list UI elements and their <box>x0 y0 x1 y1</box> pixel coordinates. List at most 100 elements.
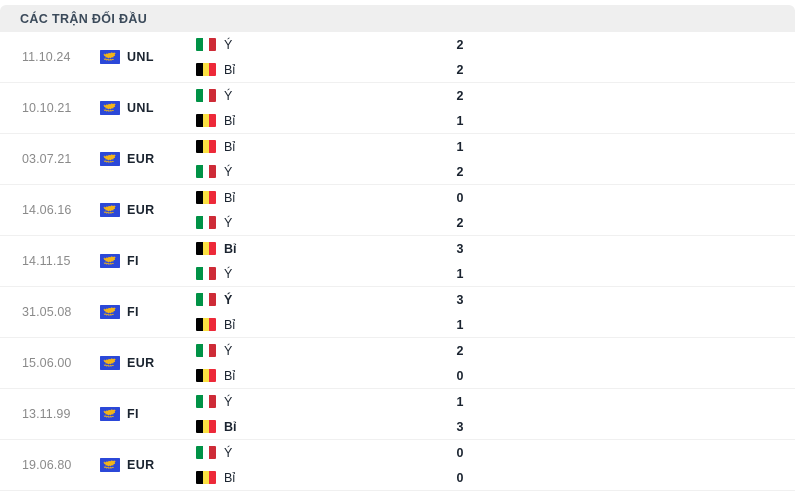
score-line: 3 <box>370 287 550 312</box>
team-name: Ý <box>224 88 233 103</box>
team-line: Ý <box>196 32 370 57</box>
match-date: 03.07.21 <box>22 152 72 166</box>
competition-cell[interactable]: UNL <box>100 83 185 133</box>
team-name: Bỉ <box>224 368 236 383</box>
team-line: Bỉ <box>196 236 370 261</box>
team-line: Bỉ <box>196 57 370 82</box>
uefa-globe-icon <box>100 152 120 166</box>
row-spacer <box>550 236 795 286</box>
competition-label: FI <box>127 254 139 268</box>
flag-italy-icon <box>196 293 216 306</box>
score-line: 0 <box>370 440 550 465</box>
match-row[interactable]: 19.06.80 EUR Ý Bỉ 0 0 <box>0 440 795 491</box>
teams-cell: Ý Bỉ <box>185 32 370 82</box>
score-value: 1 <box>456 394 464 409</box>
match-date-cell: 11.10.24 <box>0 32 100 82</box>
uefa-globe-icon <box>100 101 120 115</box>
teams-cell: Bỉ Ý <box>185 185 370 235</box>
score-line: 2 <box>370 57 550 82</box>
match-row[interactable]: 03.07.21 EUR Bỉ Ý 1 2 <box>0 134 795 185</box>
team-name: Bỉ <box>224 139 236 154</box>
match-row[interactable]: 31.05.08 FI Ý Bỉ 3 1 <box>0 287 795 338</box>
competition-cell[interactable]: UNL <box>100 32 185 82</box>
flag-belgium-icon <box>196 369 216 382</box>
score-value: 0 <box>456 445 464 460</box>
match-date: 14.11.15 <box>22 254 71 268</box>
score-value: 0 <box>456 190 464 205</box>
flag-italy-icon <box>196 165 216 178</box>
competition-cell[interactable]: EUR <box>100 185 185 235</box>
score-value: 2 <box>456 37 464 52</box>
row-spacer <box>550 32 795 82</box>
team-line: Bỉ <box>196 363 370 388</box>
team-name: Bỉ <box>224 419 237 434</box>
match-date: 31.05.08 <box>22 305 72 319</box>
uefa-globe-icon <box>100 407 120 421</box>
team-name: Bỉ <box>224 241 237 256</box>
team-name: Ý <box>224 266 233 281</box>
card-header: CÁC TRẬN ĐỐI ĐẦU <box>0 5 795 32</box>
team-line: Ý <box>196 440 370 465</box>
score-value: 1 <box>456 139 464 154</box>
match-row[interactable]: 15.06.00 EUR Ý Bỉ 2 0 <box>0 338 795 389</box>
competition-cell[interactable]: FI <box>100 287 185 337</box>
score-line: 2 <box>370 159 550 184</box>
match-date: 14.06.16 <box>22 203 72 217</box>
team-name: Ý <box>224 164 233 179</box>
competition-cell[interactable]: EUR <box>100 134 185 184</box>
score-line: 3 <box>370 236 550 261</box>
team-name: Bỉ <box>224 62 236 77</box>
score-value: 2 <box>456 215 464 230</box>
score-line: 1 <box>370 389 550 414</box>
team-line: Bỉ <box>196 465 370 490</box>
teams-cell: Ý Bỉ <box>185 338 370 388</box>
match-date-cell: 19.06.80 <box>0 440 100 490</box>
score-value: 1 <box>456 113 464 128</box>
team-name: Bỉ <box>224 470 236 485</box>
page-title: CÁC TRẬN ĐỐI ĐẦU <box>20 11 148 26</box>
team-name: Bỉ <box>224 317 236 332</box>
flag-belgium-icon <box>196 420 216 433</box>
match-date-cell: 14.11.15 <box>0 236 100 286</box>
match-row[interactable]: 11.10.24 UNL Ý Bỉ 2 2 <box>0 32 795 83</box>
uefa-globe-icon <box>100 50 120 64</box>
score-line: 0 <box>370 363 550 388</box>
team-line: Ý <box>196 338 370 363</box>
competition-cell[interactable]: FI <box>100 389 185 439</box>
teams-cell: Ý Bỉ <box>185 287 370 337</box>
score-line: 1 <box>370 312 550 337</box>
row-spacer <box>550 134 795 184</box>
score-line: 1 <box>370 261 550 286</box>
score-value: 2 <box>456 343 464 358</box>
flag-italy-icon <box>196 395 216 408</box>
row-spacer <box>550 338 795 388</box>
score-line: 0 <box>370 185 550 210</box>
flag-belgium-icon <box>196 63 216 76</box>
match-date-cell: 15.06.00 <box>0 338 100 388</box>
competition-label: UNL <box>127 50 154 64</box>
score-line: 2 <box>370 32 550 57</box>
match-date-cell: 13.11.99 <box>0 389 100 439</box>
competition-cell[interactable]: EUR <box>100 440 185 490</box>
score-value: 2 <box>456 164 464 179</box>
flag-italy-icon <box>196 38 216 51</box>
team-name: Bỉ <box>224 113 236 128</box>
match-date-cell: 31.05.08 <box>0 287 100 337</box>
flag-italy-icon <box>196 446 216 459</box>
uefa-globe-icon <box>100 458 120 472</box>
competition-cell[interactable]: FI <box>100 236 185 286</box>
team-name: Ý <box>224 343 233 358</box>
match-row[interactable]: 10.10.21 UNL Ý Bỉ 2 1 <box>0 83 795 134</box>
competition-cell[interactable]: EUR <box>100 338 185 388</box>
match-row[interactable]: 14.06.16 EUR Bỉ Ý 0 2 <box>0 185 795 236</box>
match-row[interactable]: 14.11.15 FI Bỉ Ý 3 1 <box>0 236 795 287</box>
match-row[interactable]: 13.11.99 FI Ý Bỉ 1 3 <box>0 389 795 440</box>
score-line: 1 <box>370 134 550 159</box>
score-value: 1 <box>456 317 464 332</box>
